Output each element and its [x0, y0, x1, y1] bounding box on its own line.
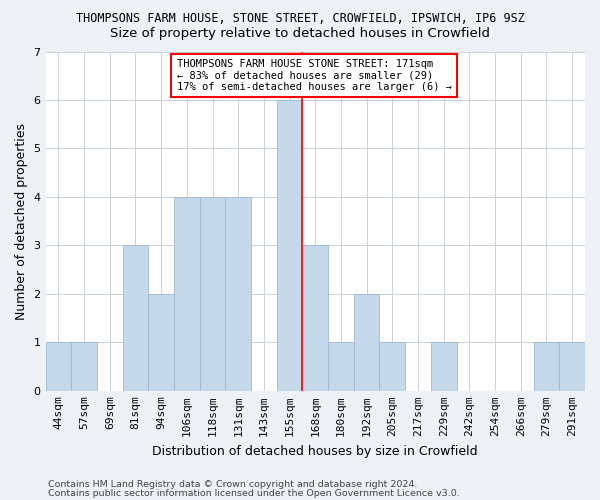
Bar [302, 246, 328, 391]
Text: THOMPSONS FARM HOUSE, STONE STREET, CROWFIELD, IPSWICH, IP6 9SZ: THOMPSONS FARM HOUSE, STONE STREET, CROW… [76, 12, 524, 26]
Bar [46, 342, 71, 391]
Text: Size of property relative to detached houses in Crowfield: Size of property relative to detached ho… [110, 28, 490, 40]
Bar [174, 197, 200, 391]
Text: THOMPSONS FARM HOUSE STONE STREET: 171sqm
← 83% of detached houses are smaller (: THOMPSONS FARM HOUSE STONE STREET: 171sq… [176, 59, 452, 92]
Y-axis label: Number of detached properties: Number of detached properties [15, 122, 28, 320]
Bar [354, 294, 379, 391]
X-axis label: Distribution of detached houses by size in Crowfield: Distribution of detached houses by size … [152, 444, 478, 458]
Text: Contains public sector information licensed under the Open Government Licence v3: Contains public sector information licen… [48, 488, 460, 498]
Text: Contains HM Land Registry data © Crown copyright and database right 2024.: Contains HM Land Registry data © Crown c… [48, 480, 418, 489]
Bar [226, 197, 251, 391]
Bar [431, 342, 457, 391]
Bar [148, 294, 174, 391]
Bar [533, 342, 559, 391]
Bar [379, 342, 405, 391]
Bar [559, 342, 585, 391]
Bar [71, 342, 97, 391]
Bar [328, 342, 354, 391]
Bar [277, 100, 302, 391]
Bar [122, 246, 148, 391]
Bar [200, 197, 226, 391]
